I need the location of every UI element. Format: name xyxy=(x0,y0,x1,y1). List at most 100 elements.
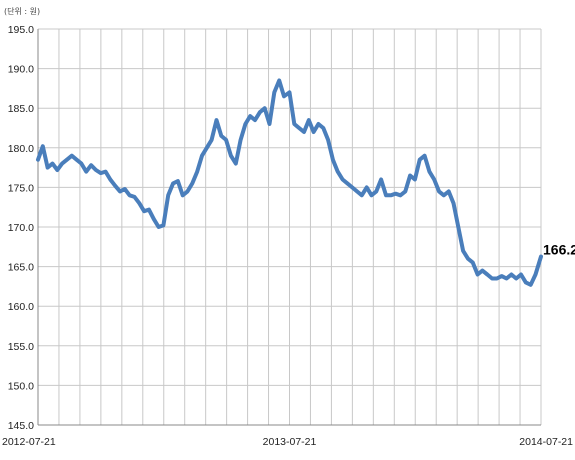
axes xyxy=(37,29,541,426)
data-point xyxy=(214,118,219,122)
data-point xyxy=(132,195,137,199)
data-point xyxy=(267,122,272,126)
data-point xyxy=(384,193,388,197)
data-point xyxy=(200,154,204,158)
data-point xyxy=(84,170,88,174)
data-point xyxy=(108,177,112,182)
data-point xyxy=(113,184,117,188)
data-point xyxy=(287,90,292,94)
data-point xyxy=(103,170,108,174)
data-point xyxy=(171,181,175,185)
data-point xyxy=(282,94,286,98)
data-point xyxy=(437,189,441,193)
data-point xyxy=(451,201,456,205)
data-point xyxy=(263,106,267,110)
data-point xyxy=(234,162,238,166)
data-point xyxy=(365,185,369,189)
data-point xyxy=(529,283,533,287)
data-point xyxy=(258,110,262,114)
data-point xyxy=(272,90,276,94)
data-point xyxy=(46,166,50,170)
data-point xyxy=(331,158,335,162)
unit-label: (단위 : 원) xyxy=(4,7,41,16)
data-point xyxy=(403,189,407,193)
data-point xyxy=(292,122,296,126)
data-point xyxy=(50,162,55,166)
data-point xyxy=(360,193,364,197)
data-point xyxy=(461,249,465,253)
data-point xyxy=(229,154,233,158)
data-point xyxy=(65,158,69,162)
data-point xyxy=(147,208,151,212)
data-point xyxy=(504,276,509,281)
data-point xyxy=(509,272,513,277)
data-point xyxy=(533,272,538,277)
y-tick-label: 170.0 xyxy=(8,222,34,234)
data-point xyxy=(137,201,141,205)
y-tick-label: 150.0 xyxy=(8,380,34,392)
data-point xyxy=(89,163,93,167)
data-point xyxy=(118,189,122,193)
data-point xyxy=(476,272,480,277)
data-point xyxy=(205,146,209,150)
data-point xyxy=(519,272,523,277)
data-point xyxy=(79,162,83,166)
data-point xyxy=(307,118,311,122)
data-point xyxy=(466,257,470,261)
data-point xyxy=(36,158,40,162)
data-point xyxy=(480,269,484,273)
data-point xyxy=(389,193,393,197)
data-point xyxy=(297,126,301,130)
data-point xyxy=(312,130,316,134)
data-point xyxy=(341,177,345,182)
data-point xyxy=(181,193,185,197)
y-tick-label: 195.0 xyxy=(8,24,34,36)
data-point xyxy=(442,193,446,197)
data-point xyxy=(350,185,354,189)
data-point xyxy=(456,225,460,229)
data-point xyxy=(316,122,320,126)
data-point xyxy=(142,209,146,213)
y-tick-label: 190.0 xyxy=(8,64,34,76)
y-tick-label: 185.0 xyxy=(8,103,34,115)
data-point xyxy=(185,189,190,193)
data-point xyxy=(239,138,243,142)
y-tick-label: 175.0 xyxy=(8,182,34,194)
series-layer xyxy=(36,78,543,287)
data-point xyxy=(75,158,79,162)
data-point xyxy=(432,177,436,182)
data-point xyxy=(394,192,398,196)
data-point xyxy=(302,130,306,134)
data-point xyxy=(495,276,499,281)
x-tick-label: 2013-07-21 xyxy=(263,436,317,448)
data-point xyxy=(128,193,132,197)
data-point xyxy=(524,280,528,284)
data-point xyxy=(161,223,165,227)
data-point xyxy=(490,276,494,281)
gridlines xyxy=(38,28,542,426)
data-point xyxy=(345,181,349,185)
data-point xyxy=(374,189,378,193)
data-point xyxy=(224,138,228,142)
data-point xyxy=(176,179,180,183)
data-point xyxy=(418,158,422,162)
labels: 145.0 150.0 155.0 160.0 165.0 170.0 175.0 180.0… xyxy=(2,24,575,448)
data-point xyxy=(152,217,156,221)
data-point xyxy=(123,187,127,191)
data-point xyxy=(166,193,170,197)
data-point xyxy=(70,154,74,158)
data-point xyxy=(485,272,489,277)
data-point xyxy=(219,134,223,138)
data-point xyxy=(321,126,325,130)
data-point xyxy=(253,118,257,122)
data-point xyxy=(99,171,103,175)
data-point xyxy=(243,122,247,126)
data-point xyxy=(539,254,543,259)
data-point xyxy=(500,274,504,278)
data-point xyxy=(336,170,340,174)
x-tick-label: 2012-07-21 xyxy=(2,436,56,448)
y-tick-label: 155.0 xyxy=(8,341,34,353)
y-tick-label: 145.0 xyxy=(8,420,34,432)
